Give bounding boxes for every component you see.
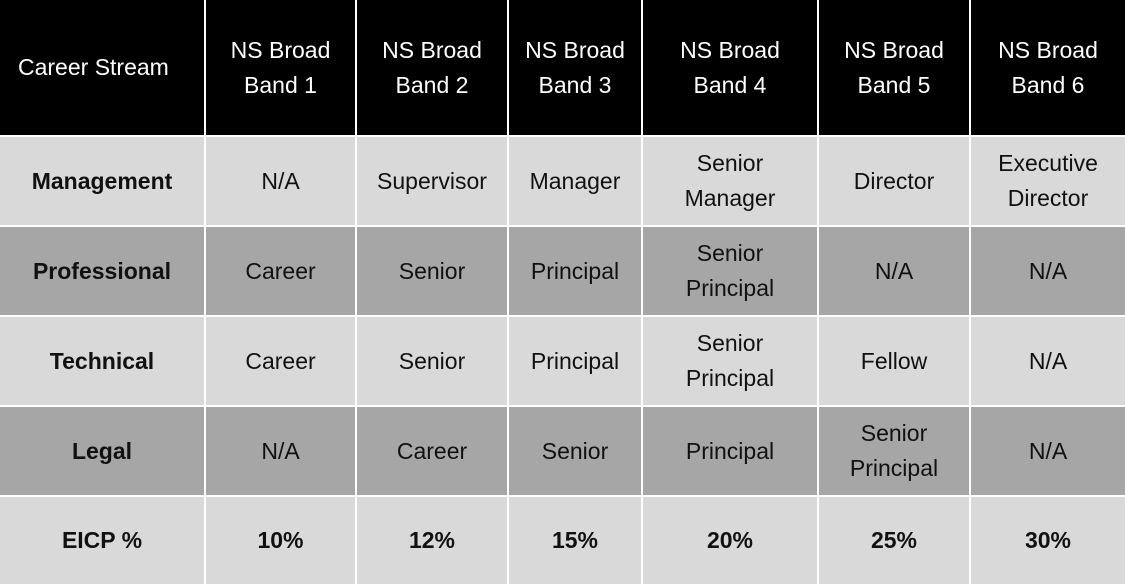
cell-text: NS Broad Band 3 bbox=[525, 36, 625, 98]
row-header-cell: EICP % bbox=[0, 497, 204, 584]
header-cell: NS Broad Band 4 bbox=[643, 0, 817, 135]
table-cell: Senior Principal bbox=[819, 407, 969, 495]
table-cell: N/A bbox=[206, 407, 355, 495]
cell-text: NS Broad Band 4 bbox=[680, 36, 780, 98]
table-cell: Senior bbox=[357, 227, 507, 315]
header-cell: Career Stream bbox=[0, 0, 204, 135]
table-cell: Career bbox=[206, 317, 355, 405]
cell-text: Career bbox=[245, 347, 316, 374]
table-cell: Senior Manager bbox=[643, 137, 817, 225]
table-cell: N/A bbox=[971, 317, 1125, 405]
cell-text: N/A bbox=[1028, 437, 1068, 464]
cell-text: Principal bbox=[530, 347, 620, 374]
cell-text: Senior bbox=[398, 347, 466, 374]
cell-text: NS Broad Band 1 bbox=[230, 36, 331, 98]
cell-text: Senior Principal bbox=[685, 240, 775, 301]
row-header-cell: Technical bbox=[0, 317, 204, 405]
cell-text: Principal bbox=[530, 257, 620, 284]
cell-text: N/A bbox=[261, 437, 300, 464]
header-cell: NS Broad Band 6 bbox=[971, 0, 1125, 135]
cell-text: 25% bbox=[870, 527, 918, 553]
table-cell: Senior bbox=[357, 317, 507, 405]
cell-text: Professional bbox=[32, 257, 172, 284]
cell-text: Senior Principal bbox=[685, 330, 775, 391]
table-cell: 12% bbox=[357, 497, 507, 584]
cell-text: NS Broad Band 2 bbox=[382, 36, 482, 98]
cell-text: Management bbox=[31, 167, 173, 194]
row-header-cell: Management bbox=[0, 137, 204, 225]
row-header-cell: Professional bbox=[0, 227, 204, 315]
table-cell: Manager bbox=[509, 137, 641, 225]
cell-text: N/A bbox=[1028, 257, 1068, 284]
cell-text: 12% bbox=[408, 527, 456, 553]
table-cell: Career bbox=[206, 227, 355, 315]
header-cell: NS Broad Band 1 bbox=[206, 0, 355, 135]
table-cell: Director bbox=[819, 137, 969, 225]
row-header-cell: Legal bbox=[0, 407, 204, 495]
table-cell: Fellow bbox=[819, 317, 969, 405]
cell-text: Legal bbox=[71, 437, 133, 464]
table-cell: Career bbox=[357, 407, 507, 495]
cell-text: 10% bbox=[257, 527, 304, 553]
cell-text: Senior bbox=[398, 257, 466, 284]
cell-text: Director bbox=[853, 167, 935, 194]
cell-text: Senior Principal bbox=[849, 420, 939, 481]
table-cell: 10% bbox=[206, 497, 355, 584]
cell-text: 15% bbox=[551, 527, 599, 553]
table-cell: N/A bbox=[819, 227, 969, 315]
cell-text: Career Stream bbox=[18, 54, 169, 80]
cell-text: N/A bbox=[874, 257, 914, 284]
table-cell: N/A bbox=[206, 137, 355, 225]
cell-text: Principal bbox=[685, 437, 775, 464]
cell-text: 30% bbox=[1024, 527, 1072, 553]
table-cell: Senior Principal bbox=[643, 227, 817, 315]
cell-text: N/A bbox=[261, 167, 300, 194]
table-cell: Principal bbox=[643, 407, 817, 495]
table-cell: 30% bbox=[971, 497, 1125, 584]
header-cell: NS Broad Band 3 bbox=[509, 0, 641, 135]
table-cell: Principal bbox=[509, 227, 641, 315]
cell-text: NS Broad Band 6 bbox=[998, 36, 1098, 98]
table-cell: Senior Principal bbox=[643, 317, 817, 405]
cell-text: Career bbox=[396, 437, 468, 464]
header-cell: NS Broad Band 2 bbox=[357, 0, 507, 135]
header-cell: NS Broad Band 5 bbox=[819, 0, 969, 135]
table-cell: 15% bbox=[509, 497, 641, 584]
table-cell: Principal bbox=[509, 317, 641, 405]
table-cell: Supervisor bbox=[357, 137, 507, 225]
table-cell: 20% bbox=[643, 497, 817, 584]
cell-text: Technical bbox=[49, 347, 155, 374]
table-cell: Executive Director bbox=[971, 137, 1125, 225]
cell-text: EICP % bbox=[61, 527, 143, 553]
cell-text: N/A bbox=[1028, 347, 1068, 374]
table-cell: N/A bbox=[971, 227, 1125, 315]
cell-text: Fellow bbox=[860, 347, 928, 374]
cell-text: Executive Director bbox=[998, 150, 1098, 211]
cell-text: Manager bbox=[529, 167, 621, 194]
table-cell: Senior bbox=[509, 407, 641, 495]
cell-text: NS Broad Band 5 bbox=[844, 36, 944, 98]
cell-text: Career bbox=[245, 257, 316, 284]
cell-text: 20% bbox=[706, 527, 754, 553]
cell-text: Supervisor bbox=[377, 167, 487, 194]
table-cell: 25% bbox=[819, 497, 969, 584]
cell-text: Senior Manager bbox=[684, 150, 776, 211]
table-cell: N/A bbox=[971, 407, 1125, 495]
cell-text: Senior bbox=[541, 437, 609, 464]
